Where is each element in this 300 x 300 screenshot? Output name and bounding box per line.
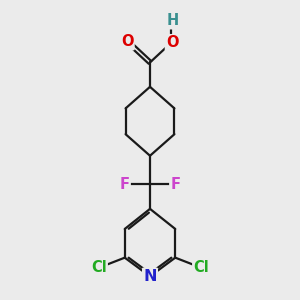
Text: Cl: Cl (193, 260, 209, 274)
Text: O: O (121, 34, 134, 49)
Text: N: N (143, 269, 157, 284)
Text: H: H (167, 13, 179, 28)
Text: O: O (166, 35, 178, 50)
Text: F: F (120, 177, 130, 192)
Text: F: F (170, 177, 180, 192)
Text: Cl: Cl (91, 260, 107, 274)
